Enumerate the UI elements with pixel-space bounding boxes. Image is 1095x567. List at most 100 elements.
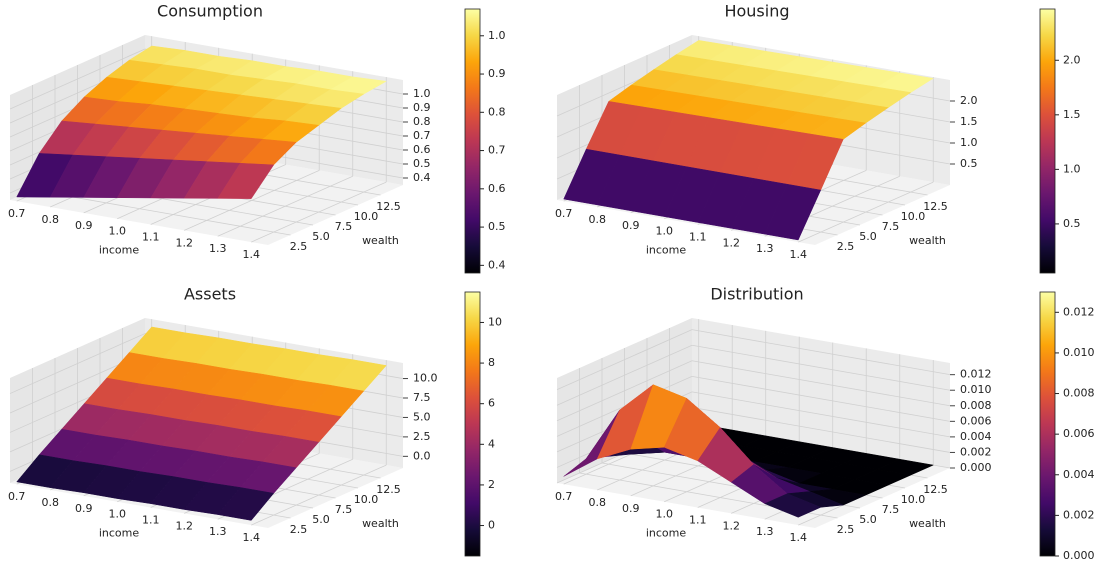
y-axis-label: wealth — [909, 517, 946, 530]
y-tick-label: 12.5 — [376, 200, 401, 213]
x-tick-label: 0.8 — [41, 213, 59, 226]
colorbar-tick-label: 0.000 — [1063, 549, 1095, 562]
colorbar-tick-label: 0.9 — [488, 67, 506, 80]
x-tick-label: 0.9 — [622, 502, 640, 515]
z-tick-label: 0.9 — [413, 101, 431, 114]
colorbar-tick-label: 8 — [488, 356, 495, 369]
colorbar-tick-label: 6 — [488, 397, 495, 410]
colorbar-tick-label: 1.0 — [1063, 162, 1081, 175]
z-tick-label: 0.7 — [413, 129, 431, 142]
surface-cell — [764, 183, 822, 241]
grid-line — [691, 360, 951, 407]
grid-line — [9, 48, 146, 110]
y-tick-label: 7.5 — [882, 503, 900, 516]
x-tick-label: 0.7 — [8, 207, 26, 220]
colorbar-tick-label: 0.5 — [1063, 217, 1081, 230]
x-tick-label: 1.1 — [142, 514, 160, 527]
colorbar-tick-label: 2 — [488, 478, 495, 491]
y-tick-label: 2.5 — [837, 240, 855, 253]
x-tick-label: 0.9 — [75, 219, 93, 232]
z-tick-label: 0.5 — [413, 157, 431, 170]
x-tick-label: 0.8 — [588, 496, 606, 509]
x-tick-label: 1.4 — [242, 248, 260, 261]
y-tick-label: 7.5 — [335, 220, 353, 233]
colorbar-tick-label: 0.004 — [1063, 468, 1095, 481]
x-tick-label: 0.8 — [41, 496, 59, 509]
x-axis-label: income — [646, 244, 687, 257]
y-tick-label: 12.5 — [376, 483, 401, 496]
y-tick-label: 12.5 — [923, 483, 948, 496]
z-tick-label: 0.006 — [960, 414, 992, 427]
x-tick-label: 1.3 — [209, 525, 227, 538]
colorbar-tick-label: 0.7 — [488, 144, 506, 157]
y-tick-label: 5.0 — [859, 230, 877, 243]
x-tick-label: 1.3 — [756, 242, 774, 255]
x-tick-label: 1.2 — [722, 519, 740, 532]
colorbar-tick-label: 0.8 — [488, 105, 506, 118]
y-tick-label: 10.0 — [354, 210, 379, 223]
y-tick-label: 5.0 — [859, 513, 877, 526]
colorbar-tick-label: 0 — [488, 519, 495, 532]
z-tick-label: 0.000 — [960, 461, 992, 474]
z-tick-label: 0.008 — [960, 399, 992, 412]
x-axis-label: income — [99, 527, 140, 540]
x-tick-label: 0.9 — [75, 502, 93, 515]
z-tick-label: 1.0 — [960, 136, 978, 149]
y-tick-label: 12.5 — [923, 200, 948, 213]
x-tick-label: 1.4 — [789, 531, 807, 544]
z-tick-label: 1.5 — [960, 115, 978, 128]
x-tick-label: 1.1 — [689, 231, 707, 244]
colorbar-tick-label: 0.4 — [488, 258, 506, 271]
z-tick-label: 7.5 — [413, 391, 431, 404]
z-tick-label: 1.0 — [413, 87, 431, 100]
surface-cell — [217, 487, 275, 521]
chart-title: Housing — [724, 2, 789, 21]
y-axis-label: wealth — [909, 234, 946, 247]
y-tick-label: 10.0 — [354, 493, 379, 506]
z-tick-label: 2.0 — [960, 94, 978, 107]
grid-line — [691, 375, 951, 422]
colorbar-tick-label: 4 — [488, 437, 495, 450]
y-tick-label: 2.5 — [837, 523, 855, 536]
grid-line — [691, 329, 951, 376]
colorbar-tick-label: 2.0 — [1063, 53, 1081, 66]
z-tick-label: 0.8 — [413, 115, 431, 128]
x-tick-label: 1.4 — [242, 531, 260, 544]
z-tick-label: 0.002 — [960, 445, 992, 458]
y-tick-label: 10.0 — [901, 210, 926, 223]
colorbar — [1039, 8, 1056, 274]
z-tick-label: 10.0 — [413, 372, 438, 385]
x-tick-label: 0.8 — [588, 213, 606, 226]
colorbar-tick-label: 0.002 — [1063, 508, 1095, 521]
y-tick-label: 5.0 — [312, 513, 330, 526]
grid-line — [691, 407, 951, 453]
x-tick-label: 1.2 — [722, 236, 740, 249]
colorbar-tick-label: 0.012 — [1063, 305, 1095, 318]
colorbar-tick-label: 1.0 — [488, 29, 506, 42]
y-tick-label: 5.0 — [312, 230, 330, 243]
x-tick-label: 0.7 — [555, 490, 573, 503]
colorbar-tick-label: 0.6 — [488, 182, 506, 195]
z-tick-label: 0.6 — [413, 143, 431, 156]
x-tick-label: 0.9 — [622, 219, 640, 232]
grid-line — [9, 333, 146, 394]
x-tick-label: 1.0 — [108, 225, 126, 238]
z-tick-label: 0.0 — [413, 449, 431, 462]
grid-line — [556, 329, 693, 391]
surface-cell — [217, 162, 275, 199]
x-tick-label: 1.0 — [108, 508, 126, 521]
surface-cell — [764, 493, 822, 518]
chart-title: Distribution — [710, 285, 803, 304]
colorbar-tick-label: 0.006 — [1063, 427, 1095, 440]
y-tick-label: 7.5 — [335, 503, 353, 516]
z-tick-label: 2.5 — [413, 430, 431, 443]
x-tick-label: 0.7 — [8, 490, 26, 503]
grid-line — [556, 344, 693, 406]
x-axis-label: income — [646, 527, 687, 540]
chart-title: Consumption — [157, 2, 263, 21]
y-axis-label: wealth — [362, 234, 399, 247]
x-tick-label: 0.7 — [555, 207, 573, 220]
x-tick-label: 1.4 — [789, 248, 807, 261]
x-tick-label: 1.2 — [175, 236, 193, 249]
